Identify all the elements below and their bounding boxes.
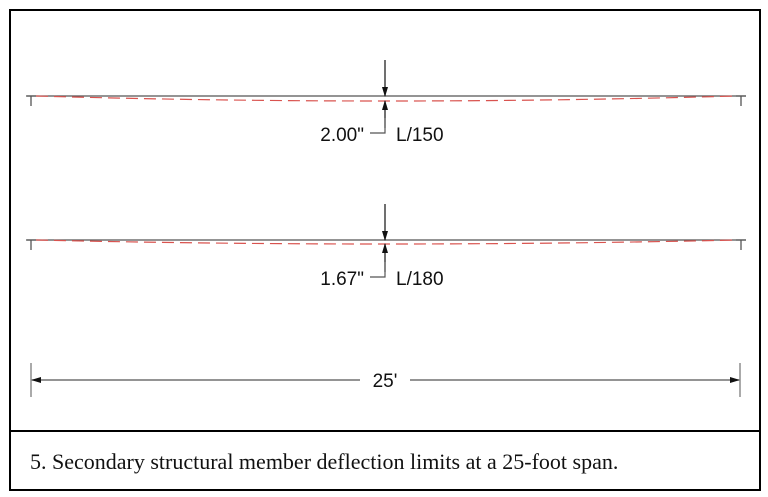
span-dimension: 25' — [30, 363, 741, 397]
support-left — [27, 239, 36, 250]
beam-1: 2.00" L/150 — [26, 60, 746, 146]
deflection-label: 1.67" — [320, 269, 364, 290]
caption: 5. Secondary structural member deflectio… — [30, 449, 618, 474]
support-left — [27, 95, 36, 106]
support-right — [736, 239, 746, 250]
deflection-label: 2.00" — [320, 125, 364, 146]
limit-label: L/180 — [396, 269, 444, 290]
span-label: 25' — [373, 371, 398, 392]
beam-2: 1.67" L/180 — [26, 204, 746, 290]
limit-label: L/150 — [396, 125, 444, 146]
support-right — [736, 95, 746, 106]
leader-line — [370, 262, 386, 278]
outer-frame — [9, 9, 761, 491]
deflected-shape — [35, 95, 737, 102]
leader-line — [370, 118, 386, 134]
